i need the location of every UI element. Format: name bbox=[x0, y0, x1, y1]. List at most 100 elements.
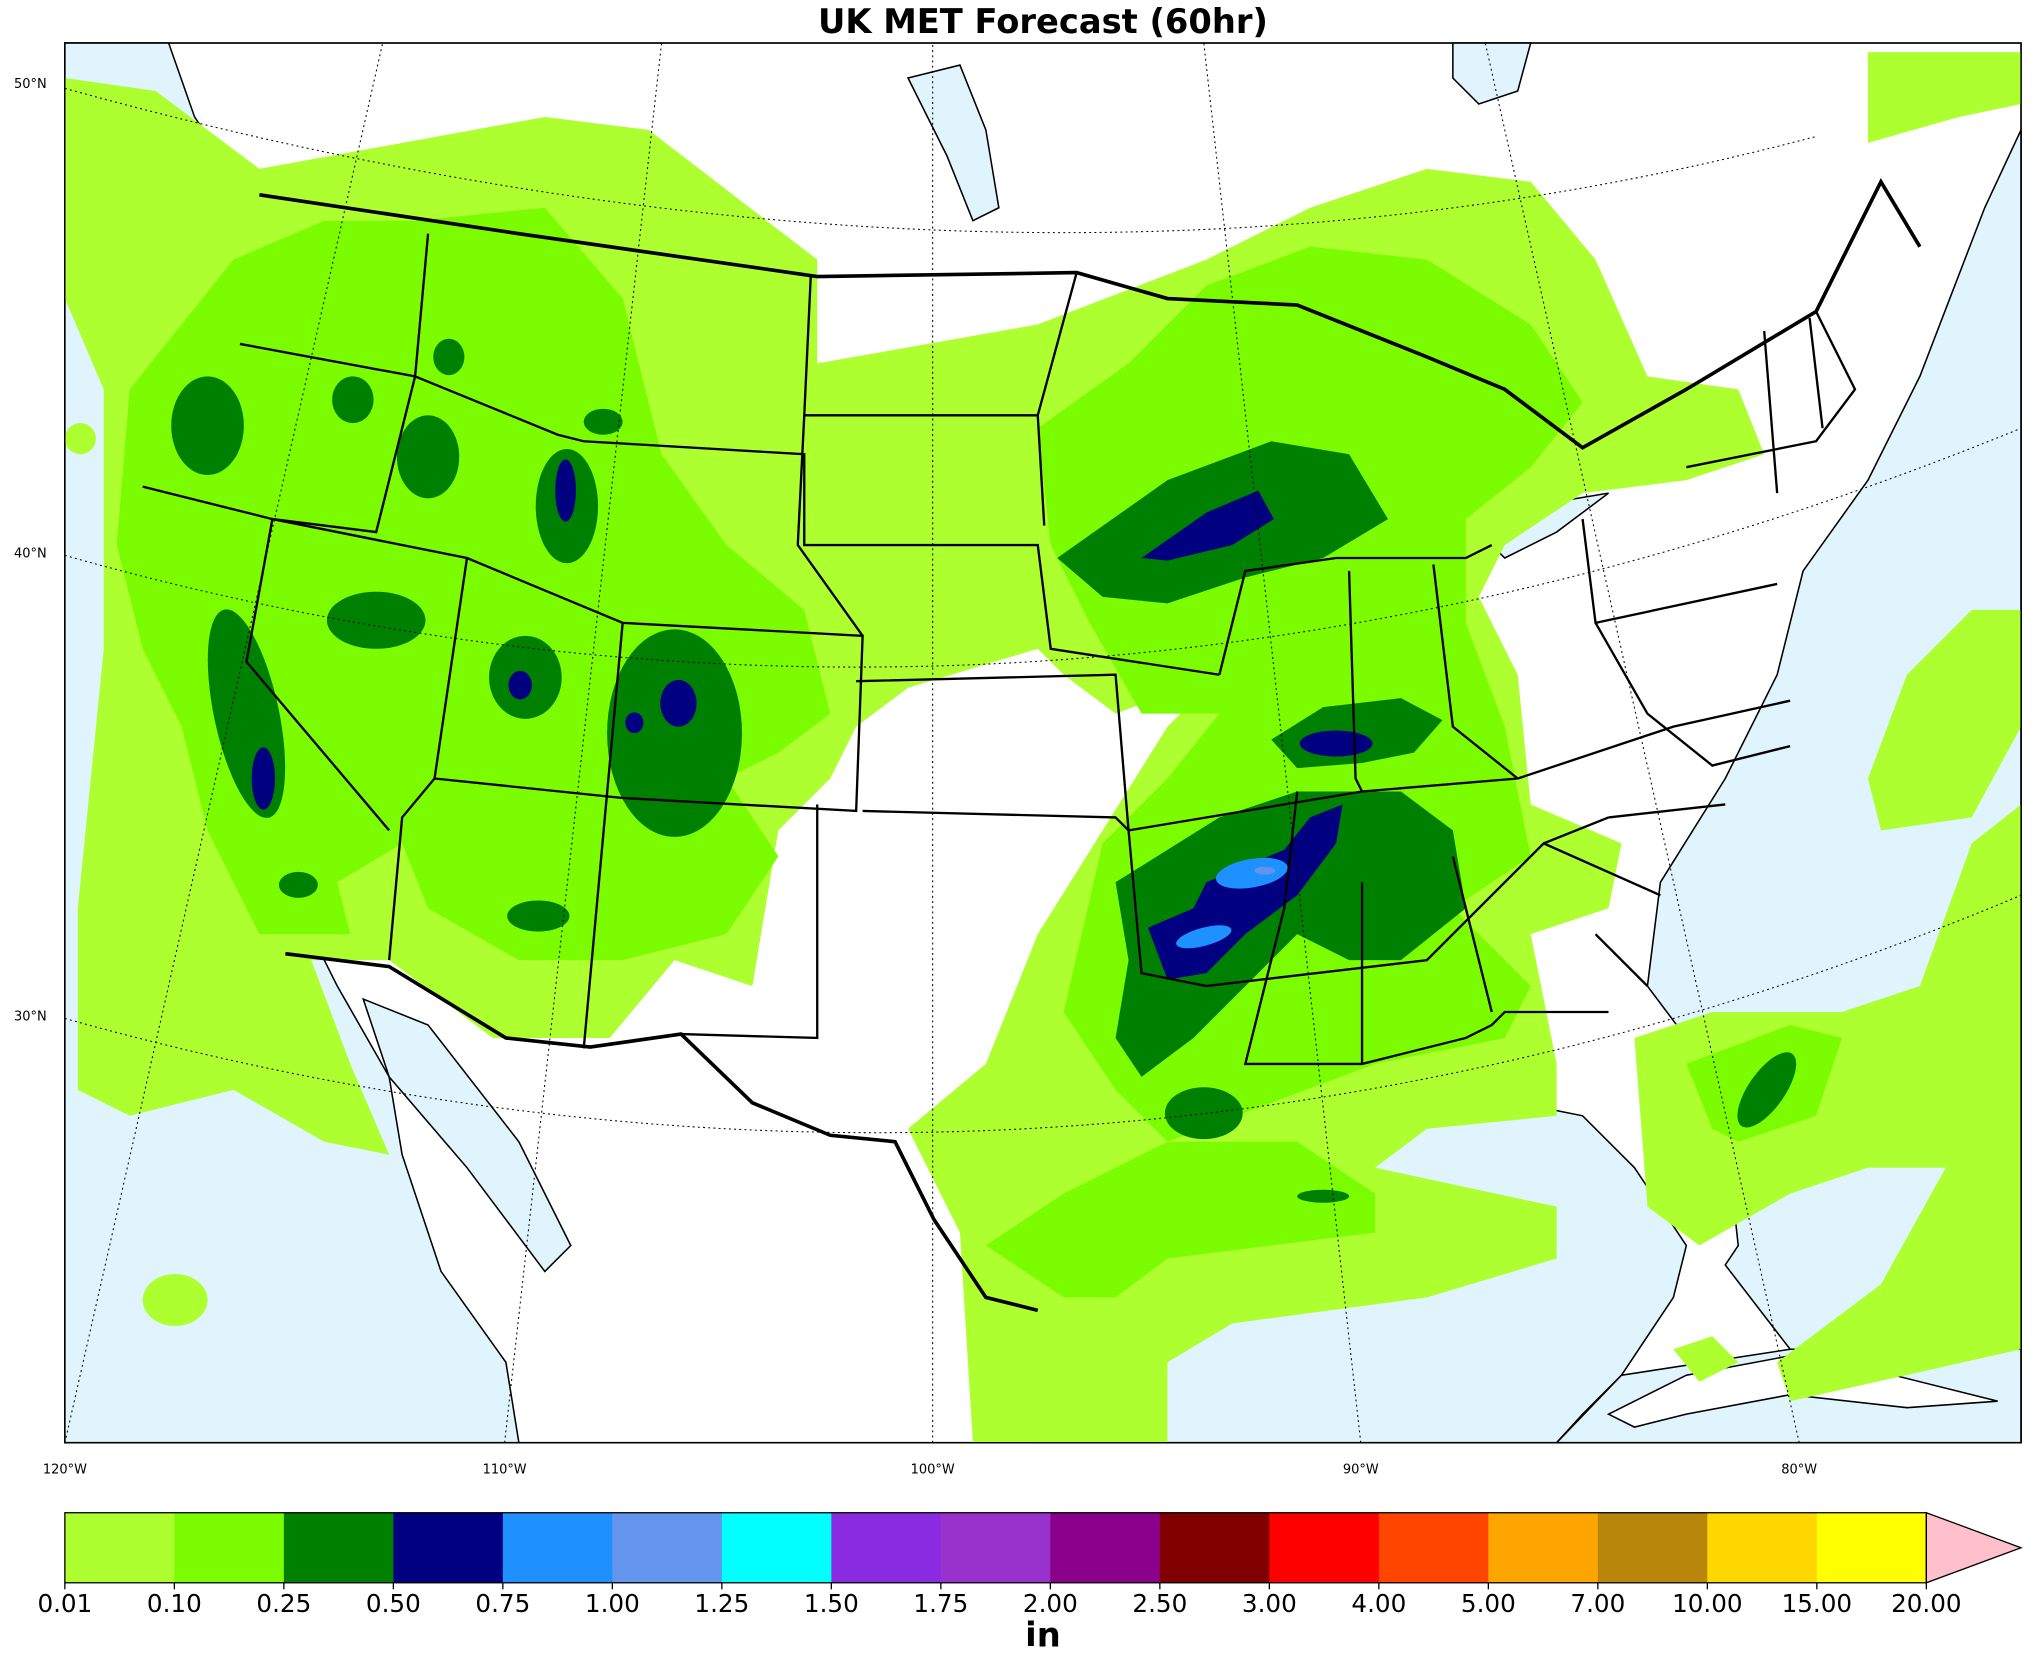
precip-area bbox=[1634, 804, 2022, 1402]
lon-label: 110°W bbox=[483, 1462, 527, 1477]
lake-winnipeg bbox=[906, 64, 1000, 222]
colorbar-tick-label: 1.75 bbox=[913, 1589, 968, 1618]
state-border bbox=[387, 276, 864, 1049]
precip-area bbox=[1867, 52, 2022, 143]
mexico-border bbox=[285, 951, 1039, 1313]
precip-area bbox=[64, 423, 96, 455]
colorbar-tick-label: 1.25 bbox=[694, 1589, 749, 1618]
precip-area bbox=[1141, 490, 1274, 561]
precip-area bbox=[1867, 609, 2022, 831]
colorbar-tick-label: 0.75 bbox=[475, 1589, 530, 1618]
colorbar-tick-label: 0.50 bbox=[366, 1589, 421, 1618]
map-frame bbox=[64, 42, 2022, 1444]
colorbar-segment bbox=[1269, 1512, 1380, 1583]
precip-area bbox=[278, 871, 318, 898]
colorbar-segment bbox=[1159, 1512, 1270, 1583]
precip-area bbox=[1737, 1052, 1797, 1128]
colorbar-segment bbox=[502, 1512, 614, 1583]
meridian bbox=[1484, 42, 1800, 1443]
colorbar-tick-label: 0.10 bbox=[147, 1589, 202, 1618]
lon-label: 80°W bbox=[1781, 1462, 1817, 1477]
precip-area bbox=[332, 376, 374, 424]
colorbar-frame bbox=[64, 1512, 1927, 1584]
colorbar-tick-label: 10.00 bbox=[1672, 1589, 1742, 1618]
precip-area bbox=[396, 415, 460, 499]
precipitation-field bbox=[64, 52, 2022, 1443]
precip-area bbox=[607, 629, 742, 837]
colorbar-segment bbox=[64, 1512, 176, 1583]
colorbar-tick-label: 2.50 bbox=[1132, 1589, 1187, 1618]
colorbar-segment bbox=[1816, 1512, 1927, 1583]
precip-area bbox=[251, 747, 276, 810]
colorbar-segment bbox=[612, 1512, 723, 1583]
lat-label: 40°N bbox=[14, 547, 47, 562]
borders bbox=[142, 178, 1922, 1313]
colorbar-segment bbox=[1050, 1512, 1161, 1583]
colorbar-segment bbox=[393, 1512, 504, 1583]
precip-area bbox=[1299, 730, 1373, 757]
state-border bbox=[245, 233, 430, 832]
state-border bbox=[804, 272, 1609, 988]
colorbar-segment bbox=[1378, 1512, 1489, 1583]
lon-label: 100°W bbox=[911, 1462, 955, 1477]
precip-area bbox=[1254, 866, 1276, 875]
state-border bbox=[142, 485, 864, 813]
precip-area bbox=[1176, 925, 1232, 949]
precip-area bbox=[1297, 1189, 1350, 1203]
lat-label: 50°N bbox=[14, 77, 47, 92]
colorbar-tick-label: 15.00 bbox=[1782, 1589, 1852, 1618]
colorbar-segment bbox=[174, 1512, 285, 1583]
colorbar-tick-label: 7.00 bbox=[1570, 1589, 1625, 1618]
precip-area bbox=[625, 712, 644, 734]
map-title: UK MET Forecast (60hr) bbox=[818, 2, 1268, 41]
meridian bbox=[64, 42, 384, 1443]
meridian bbox=[1203, 42, 1362, 1443]
colorbar-segment bbox=[940, 1512, 1051, 1583]
precip-area bbox=[171, 376, 244, 475]
colorbar-extension bbox=[1925, 1511, 2023, 1584]
colorbar: 0.01 0.10 0.25 0.50 0.75 1.00 1.25 1.50 1.75 2.00… bbox=[37, 1511, 2023, 1618]
colorbar-segment bbox=[1707, 1512, 1818, 1583]
precip-area bbox=[985, 1141, 1376, 1298]
precip-area bbox=[660, 679, 697, 727]
lat-label: 30°N bbox=[14, 1010, 47, 1025]
colorbar-tick-label: 20.00 bbox=[1891, 1589, 1961, 1618]
precip-area bbox=[142, 1274, 208, 1326]
parallel bbox=[64, 894, 2022, 1134]
meridian bbox=[504, 42, 663, 1443]
colorbar-tick-label: 1.00 bbox=[585, 1589, 640, 1618]
colorbar-tick-label: 4.00 bbox=[1351, 1589, 1406, 1618]
map bbox=[64, 42, 2022, 1444]
state-border bbox=[1218, 543, 1609, 1066]
colorbar-tick-label: 3.00 bbox=[1242, 1589, 1297, 1618]
colorbar-segment bbox=[721, 1512, 832, 1583]
colorbar-tick-label: 0.01 bbox=[37, 1589, 92, 1618]
precip-area bbox=[555, 459, 576, 522]
precip-area bbox=[1115, 791, 1466, 1077]
colorbar-tick-label: 0.25 bbox=[256, 1589, 311, 1618]
colorbar-tick-label: 2.00 bbox=[1023, 1589, 1078, 1618]
precip-area bbox=[326, 591, 426, 649]
lon-label: 90°W bbox=[1343, 1462, 1379, 1477]
lon-label: 120°W bbox=[43, 1462, 87, 1477]
parallel bbox=[64, 427, 2022, 668]
precip-area bbox=[1673, 1336, 1739, 1382]
colorbar-segment bbox=[831, 1512, 942, 1583]
precip-area bbox=[433, 338, 465, 376]
colorbar-segment bbox=[1597, 1512, 1708, 1583]
parallel bbox=[64, 87, 1817, 234]
state-border bbox=[1517, 311, 1857, 987]
colorbar-tick-label: 5.00 bbox=[1461, 1589, 1516, 1618]
precip-area bbox=[583, 408, 623, 435]
precip-area bbox=[507, 900, 570, 932]
state-border bbox=[239, 342, 1220, 676]
precip-area bbox=[1164, 1087, 1243, 1140]
precip-area bbox=[1215, 857, 1288, 889]
gulf-of-california bbox=[361, 997, 572, 1273]
colorbar-segment bbox=[283, 1512, 395, 1583]
colorbar-segment bbox=[1488, 1512, 1599, 1583]
graticule bbox=[64, 42, 2022, 1443]
precip-area bbox=[508, 670, 532, 700]
colorbar-tick-label: 1.50 bbox=[804, 1589, 859, 1618]
